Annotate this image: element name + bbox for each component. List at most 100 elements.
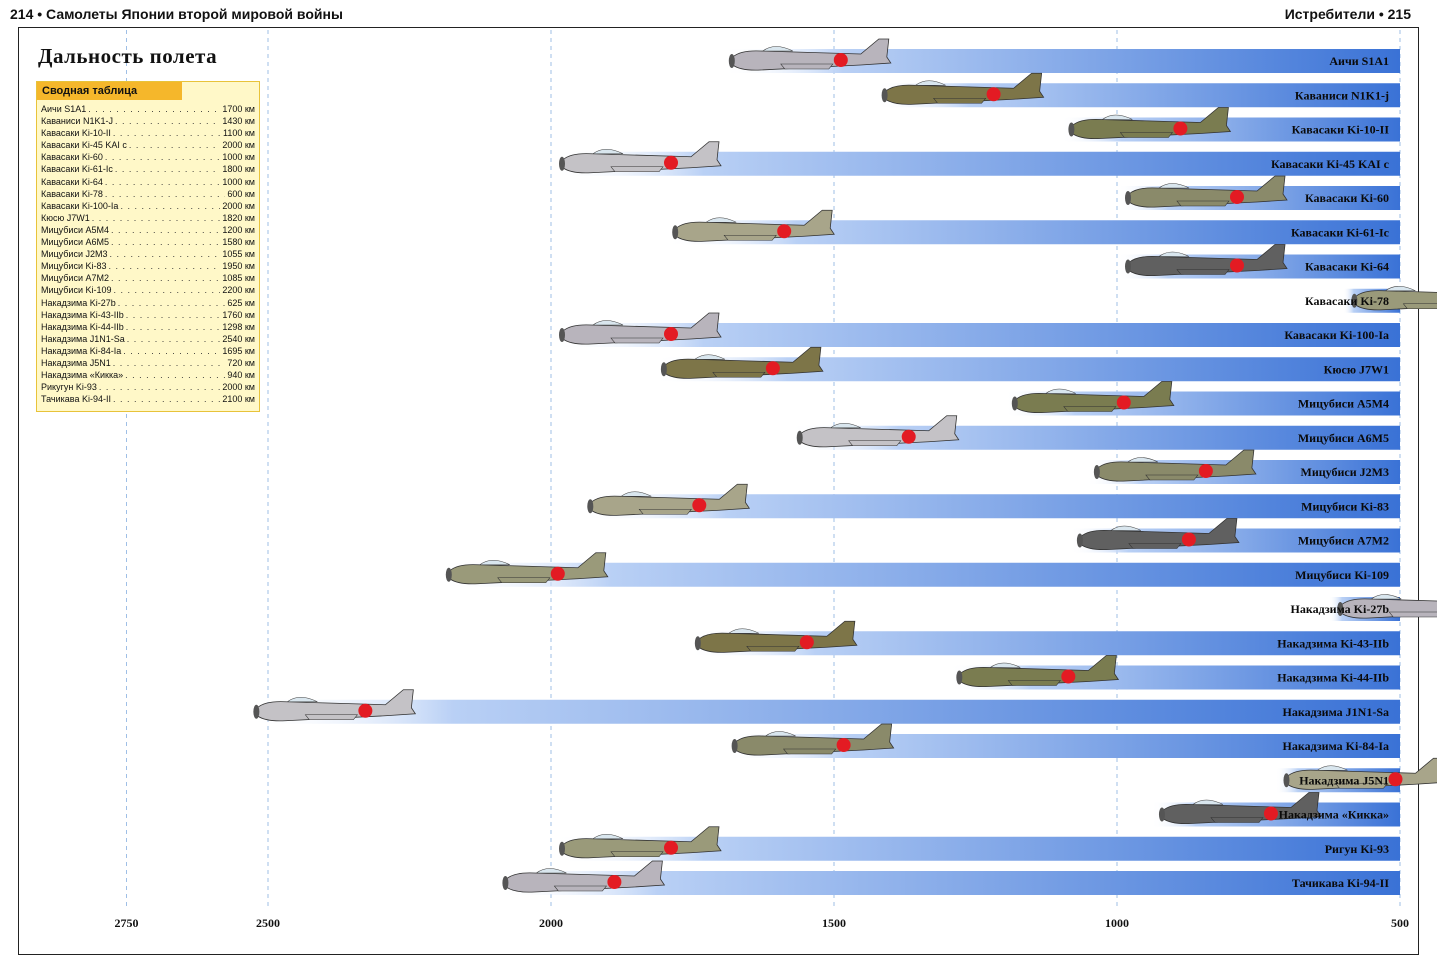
summary-row-leader — [125, 369, 225, 381]
propeller-icon — [956, 670, 963, 685]
aircraft-canopy — [705, 217, 737, 223]
summary-row-value: 1700 км — [222, 104, 255, 114]
summary-row-leader — [115, 163, 220, 175]
aircraft-wing — [638, 508, 692, 515]
aircraft-wing — [783, 748, 837, 755]
aircraft-fuselage — [590, 483, 751, 516]
bar-label: Кавасаки Ki-60 — [1305, 191, 1389, 205]
aircraft-wing — [610, 337, 664, 344]
summary-row-name: Накадзима Ki-27b — [41, 297, 116, 308]
aircraft-canopy — [1126, 457, 1159, 463]
summary-row: Рикугун Ki-93 2000 км — [41, 381, 255, 393]
aircraft-icon — [728, 38, 892, 71]
hinomaru-icon — [1061, 669, 1076, 684]
summary-row-name: Мицубиси A6M5 — [41, 237, 110, 248]
summary-row: Тачикава Ki-94-II 2100 км — [41, 393, 255, 405]
aircraft-canopy — [693, 354, 726, 360]
hinomaru-icon — [765, 361, 780, 376]
summary-row: Аичи S1A1 1700 км — [41, 103, 255, 115]
summary-row-leader — [129, 139, 220, 151]
bar-label: Накадзима Ki-43-IIb — [1277, 636, 1389, 650]
summary-row-leader — [109, 260, 221, 272]
aircraft-icon — [660, 346, 824, 379]
summary-row-value: 1000 км — [222, 152, 255, 163]
aircraft-wing — [610, 851, 664, 858]
summary-row-value: 2540 км — [222, 333, 255, 344]
bar-label: Мицубиси A5M4 — [1298, 397, 1389, 411]
summary-row: Кавасаки Ki-10-II 1100 км — [41, 127, 255, 139]
summary-row-value: 1200 км — [222, 224, 255, 235]
aircraft-canopy — [764, 731, 796, 737]
aircraft-wing — [723, 234, 777, 241]
aircraft-icon — [1093, 449, 1257, 482]
aircraft-fuselage — [885, 72, 1045, 105]
aircraft-fuselage — [1128, 175, 1288, 208]
aircraft-fuselage — [1080, 518, 1240, 551]
aircraft-fuselage — [506, 860, 666, 893]
chart-title: Дальность полета — [38, 44, 218, 68]
bar-label: Кавасаки Ki-100-Ia — [1284, 328, 1389, 342]
aircraft-icon — [1068, 107, 1232, 140]
bar-label: Мицубиси Ki-83 — [1301, 499, 1389, 513]
summary-row-leader — [111, 272, 220, 284]
propeller-icon — [1125, 191, 1131, 205]
aircraft-fuselage — [698, 620, 858, 653]
propeller-icon — [796, 430, 803, 445]
hinomaru-icon — [692, 498, 707, 513]
aircraft-wing — [1210, 817, 1264, 823]
summary-row-leader — [99, 381, 221, 393]
summary-row-name: Кавасаки Ki-61-Ic — [41, 164, 113, 175]
hinomaru-icon — [833, 53, 848, 67]
aircraft-fuselage — [1015, 381, 1175, 414]
summary-row-leader — [113, 357, 226, 369]
propeller-icon — [1337, 602, 1344, 616]
aircraft-canopy — [829, 422, 861, 429]
aircraft-canopy — [914, 80, 946, 86]
summary-row: Кавасаки Ki-61-Ic 1800 км — [41, 163, 255, 175]
aircraft-wing — [497, 577, 551, 584]
summary-row-name: Кюсю J7W1 — [41, 212, 90, 223]
summary-row: Кавасаки Ki-45 KAI c 2000 км — [41, 139, 255, 151]
summary-row: Мицубиси Ki-83 1950 км — [41, 260, 255, 272]
aircraft-canopy — [1384, 285, 1416, 292]
page-header-left: 214 • Самолеты Японии второй мировой вой… — [10, 6, 343, 22]
summary-row-name: Кавасаки Ki-45 KAI c — [41, 140, 127, 151]
summary-row-name: Мицубиси A5M4 — [41, 224, 110, 235]
aircraft-fuselage — [1097, 449, 1257, 482]
hinomaru-icon — [1230, 190, 1244, 204]
hinomaru-icon — [986, 87, 1001, 102]
aircraft-wing — [848, 440, 902, 447]
summary-row-value: 1760 км — [222, 309, 255, 320]
hinomaru-icon — [358, 703, 373, 718]
summary-row-name: Накадзима «Кикка» — [41, 370, 124, 381]
hinomaru-icon — [1230, 258, 1244, 273]
summary-row-value: 1000 км — [222, 176, 255, 187]
bar-labels-layer: Аичи S1A1 Каваниси N1K1-j Кавасаки Ki-10-I… — [1271, 54, 1390, 890]
aircraft-fuselage — [449, 552, 609, 585]
aircraft-icon — [731, 723, 895, 756]
aircraft-fuselage — [800, 415, 960, 448]
hinomaru-icon — [836, 738, 851, 752]
propeller-icon — [559, 156, 565, 171]
aircraft-wing — [1402, 303, 1437, 310]
bar-label: Кавасаки Ki-61-Ic — [1291, 225, 1390, 239]
aircraft-icon — [502, 860, 666, 893]
x-tick-label: 2750 — [115, 916, 139, 930]
summary-row-name: Кавасаки Ki-78 — [41, 188, 103, 199]
summary-row: Кавасаки Ki-100-Ia 2000 км — [41, 200, 255, 212]
aircraft-icon — [956, 655, 1120, 688]
summary-row-name: Мицубиси Ki-83 — [41, 261, 107, 272]
page-header-right: Истребители • 215 — [1284, 6, 1411, 22]
hinomaru-icon — [1388, 772, 1403, 787]
bar-label: Аичи S1A1 — [1329, 54, 1389, 68]
summary-row-leader — [120, 200, 220, 212]
aircraft-icon — [1125, 175, 1288, 208]
aircraft-icon — [587, 483, 751, 516]
summary-row-leader — [105, 151, 220, 163]
aircraft-canopy — [1158, 183, 1190, 189]
summary-row-leader — [113, 393, 220, 405]
bar-label: Тачикава Ki-94-II — [1292, 876, 1389, 890]
aircraft-wing — [610, 166, 664, 173]
aircraft-fuselage — [562, 141, 722, 174]
